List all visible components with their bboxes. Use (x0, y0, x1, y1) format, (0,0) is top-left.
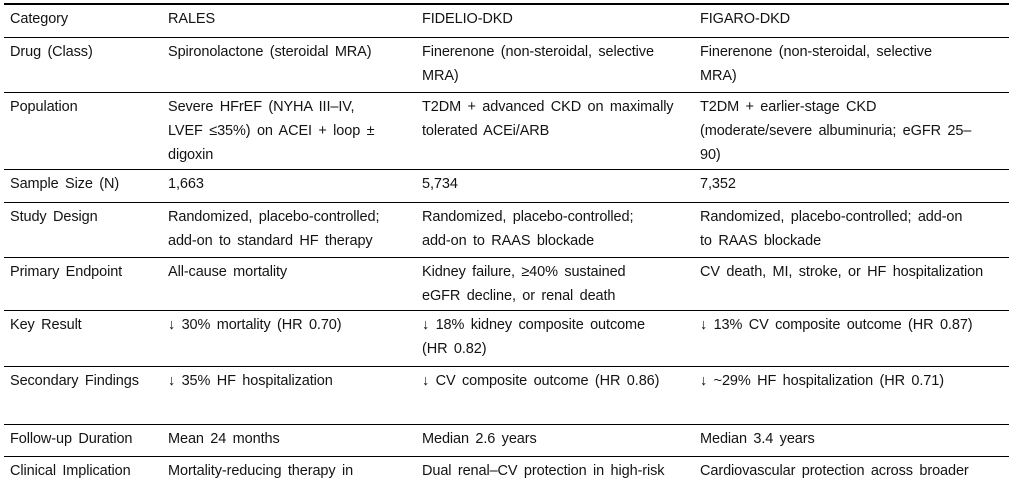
figaro-cell: Median 3.4 years (694, 424, 1009, 457)
figaro-cell: 7,352 (694, 169, 1009, 203)
category-cell: Follow-up Duration (4, 424, 162, 457)
rales-cell: ↓ 30% mortality (HR 0.70) (162, 310, 416, 367)
figaro-cell: ↓ ~29% HF hospitalization (HR 0.71) (694, 366, 1009, 425)
fidelio-cell: ↓ CV composite outcome (HR 0.86) (416, 366, 694, 425)
figaro-cell: Randomized, placebo-controlled; add-on t… (694, 202, 1009, 258)
rales-cell: ↓ 35% HF hospitalization (162, 366, 416, 425)
table-row-primary-endpoint: Primary Endpoint All-cause mortality Kid… (4, 257, 1009, 311)
category-cell: Sample Size (N) (4, 169, 162, 203)
figaro-cell: CV death, MI, stroke, or HF hospitalizat… (694, 257, 1009, 311)
column-header-rales: RALES (162, 4, 416, 38)
category-cell: Clinical Implication (10, 463, 131, 479)
fidelio-cell: Randomized, placebo-controlled; add-on t… (416, 202, 694, 258)
category-cell: Secondary Findings (4, 366, 162, 425)
rales-cell: 1,663 (162, 169, 416, 203)
fidelio-cell: T2DM + advanced CKD on maximally tolerat… (416, 92, 694, 170)
category-cell: Drug (Class) (4, 37, 162, 93)
rales-cell: Randomized, placebo-controlled; add-on t… (162, 202, 416, 258)
fidelio-cell: Finerenone (non-steroidal, selective MRA… (416, 37, 694, 93)
figaro-cell: Cardiovascular protection across broader… (700, 463, 969, 479)
table-row-sample-size: Sample Size (N) 1,663 5,734 7,352 (4, 169, 1009, 203)
figaro-cell: T2DM + earlier-stage CKD (moderate/sever… (694, 92, 1009, 170)
column-header-figaro-dkd: FIGARO-DKD (694, 4, 1009, 38)
fidelio-cell: Dual renal–CV protection in high-risk CK… (422, 463, 665, 479)
table-row-clinical-implication: Clinical Implication Mortality-reducing … (4, 457, 1009, 479)
column-header-fidelio-dkd: FIDELIO-DKD (416, 4, 694, 38)
table-row-study-design: Study Design Randomized, placebo-control… (4, 202, 1009, 258)
figaro-cell: Finerenone (non-steroidal, selective MRA… (694, 37, 1009, 93)
category-cell: Population (4, 92, 162, 170)
table-row-population: Population Severe HFrEF (NYHA III–IV, LV… (4, 92, 1009, 170)
column-header-category: Category (4, 4, 162, 38)
category-cell: Study Design (4, 202, 162, 258)
rales-cell: All-cause mortality (162, 257, 416, 311)
table-row-secondary-findings: Secondary Findings ↓ 35% HF hospitalizat… (4, 366, 1009, 425)
fidelio-cell: ↓ 18% kidney composite outcome (HR 0.82) (416, 310, 694, 367)
rales-cell: Mean 24 months (162, 424, 416, 457)
fidelio-cell: Median 2.6 years (416, 424, 694, 457)
table-row-drug-class: Drug (Class) Spironolactone (steroidal M… (4, 37, 1009, 93)
category-cell: Primary Endpoint (4, 257, 162, 311)
fidelio-cell: 5,734 (416, 169, 694, 203)
rales-cell: Mortality-reducing therapy in severe HFr… (168, 463, 354, 479)
table-row-followup-duration: Follow-up Duration Mean 24 months Median… (4, 424, 1009, 457)
rales-cell: Severe HFrEF (NYHA III–IV, LVEF ≤35%) on… (162, 92, 416, 170)
rales-cell: Spironolactone (steroidal MRA) (162, 37, 416, 93)
table-row-key-result: Key Result ↓ 30% mortality (HR 0.70) ↓ 1… (4, 310, 1009, 367)
fidelio-cell: Kidney failure, ≥40% sustained eGFR decl… (416, 257, 694, 311)
trial-comparison-table: Category RALES FIDELIO-DKD FIGARO-DKD Dr… (4, 3, 1009, 479)
category-cell: Key Result (4, 310, 162, 367)
header-row: Category RALES FIDELIO-DKD FIGARO-DKD (4, 4, 1009, 38)
figaro-cell: ↓ 13% CV composite outcome (HR 0.87) (694, 310, 1009, 367)
